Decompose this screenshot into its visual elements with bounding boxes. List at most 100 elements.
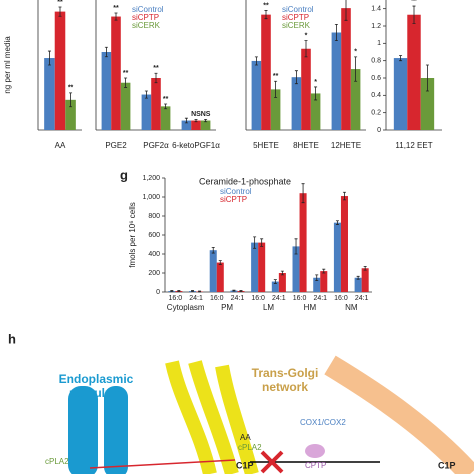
error-bar bbox=[301, 183, 305, 204]
y-tick-label: 0 bbox=[377, 127, 381, 134]
bar bbox=[209, 250, 217, 292]
annotation: ** bbox=[68, 85, 74, 92]
bar bbox=[341, 8, 351, 130]
error-bar bbox=[273, 279, 277, 284]
diagram-label: CPTP bbox=[305, 461, 326, 470]
error-bar bbox=[356, 275, 360, 280]
bar bbox=[251, 242, 259, 292]
error-bar bbox=[144, 90, 148, 99]
error-bar bbox=[47, 50, 51, 66]
error-bar bbox=[274, 80, 278, 98]
y-tick-label: 0.6 bbox=[371, 75, 381, 82]
y-axis-label: ng per ml media bbox=[3, 36, 12, 94]
error-bar bbox=[184, 117, 188, 124]
chart-title: Ceramide-1-phosphate bbox=[199, 176, 291, 186]
annotation: * bbox=[354, 49, 357, 56]
group-label: Cytoplasm bbox=[167, 303, 205, 312]
bar bbox=[320, 271, 328, 292]
annotation: ** bbox=[263, 2, 269, 9]
bar bbox=[251, 60, 262, 130]
error-bar bbox=[218, 260, 222, 265]
annotation: ** bbox=[57, 0, 63, 6]
y-tick-label: 0 bbox=[156, 289, 160, 296]
error-bar bbox=[124, 77, 128, 88]
error-bar bbox=[211, 246, 215, 254]
legend-entry: siControl bbox=[282, 5, 314, 14]
error-bar bbox=[354, 56, 358, 82]
x-tick-label: 11,12 EET bbox=[395, 141, 432, 150]
y-tick-label: 800 bbox=[148, 213, 160, 220]
y-tick-label: 400 bbox=[148, 251, 160, 258]
bar bbox=[407, 14, 421, 130]
bar bbox=[291, 77, 302, 130]
legend-entry: siControl bbox=[132, 5, 164, 14]
vesicle-track bbox=[324, 355, 474, 474]
annotation: NS bbox=[191, 111, 201, 118]
error-bar bbox=[164, 103, 168, 110]
group-label: LM bbox=[263, 303, 274, 312]
arrow bbox=[89, 459, 236, 469]
x-tick-label: 12HETE bbox=[331, 141, 361, 150]
bar bbox=[292, 246, 300, 292]
error-bar bbox=[254, 56, 258, 66]
bar bbox=[340, 196, 348, 292]
error-bar bbox=[69, 92, 73, 108]
y-tick-label: 200 bbox=[148, 270, 160, 277]
bar bbox=[65, 99, 76, 130]
panel-label: g bbox=[120, 167, 128, 182]
error-bar bbox=[335, 220, 339, 225]
error-bar bbox=[412, 5, 416, 24]
er-shape bbox=[68, 386, 98, 474]
annotation: NS bbox=[201, 111, 211, 118]
x-tick-label: 24:1 bbox=[355, 295, 369, 302]
er-label: Endoplasmic bbox=[59, 372, 134, 386]
bar bbox=[200, 120, 211, 130]
diagram-label: cPLA2 bbox=[238, 443, 262, 452]
annotation: * bbox=[305, 32, 308, 39]
annotation: ** bbox=[273, 73, 279, 80]
x-tick-label: AA bbox=[55, 141, 66, 150]
er-shape bbox=[104, 386, 128, 474]
annotation: * bbox=[314, 79, 317, 86]
y-tick-label: 1.4 bbox=[371, 6, 381, 13]
bar bbox=[191, 120, 201, 130]
y-axis-label: fmols per 10⁶ cells bbox=[128, 202, 137, 268]
error-bar bbox=[204, 118, 208, 123]
diagram-label: AA bbox=[240, 433, 251, 442]
legend-entry: siCPTP bbox=[282, 13, 309, 22]
x-tick-label: 6-ketoPGF1α bbox=[172, 141, 220, 150]
bar bbox=[271, 281, 279, 292]
bar bbox=[160, 106, 171, 130]
bar bbox=[299, 193, 307, 292]
x-tick-label: 16:0 bbox=[210, 295, 224, 302]
bar bbox=[354, 277, 362, 292]
x-tick-label: 24:1 bbox=[272, 295, 286, 302]
error-bar bbox=[344, 0, 348, 21]
x-tick-label: 16:0 bbox=[169, 295, 183, 302]
error-bar bbox=[239, 290, 243, 292]
y-tick-label: 0.4 bbox=[371, 92, 381, 99]
error-bar bbox=[294, 238, 298, 255]
group-label: PM bbox=[221, 303, 233, 312]
legend-entry: siCERK bbox=[132, 21, 161, 30]
error-bar bbox=[315, 274, 319, 281]
bar bbox=[101, 52, 112, 130]
x-tick-label: 16:0 bbox=[293, 295, 307, 302]
error-bar bbox=[322, 268, 326, 274]
error-bar bbox=[154, 72, 158, 84]
bar bbox=[420, 78, 435, 130]
bar bbox=[393, 58, 408, 130]
error-bar bbox=[260, 238, 264, 247]
x-tick-label: 8HETE bbox=[293, 141, 319, 150]
er-label: reticulum bbox=[69, 386, 123, 400]
error-bar bbox=[363, 265, 367, 271]
diagram-label: C1P bbox=[236, 460, 254, 470]
annotation: ** bbox=[123, 70, 129, 77]
y-tick-label: 1,200 bbox=[142, 175, 160, 182]
legend-entry: siCERK bbox=[282, 21, 311, 30]
bar bbox=[301, 48, 311, 130]
error-bar bbox=[294, 70, 298, 85]
error-bar bbox=[198, 290, 202, 293]
bar bbox=[331, 32, 342, 130]
panel-label: h bbox=[8, 331, 16, 346]
